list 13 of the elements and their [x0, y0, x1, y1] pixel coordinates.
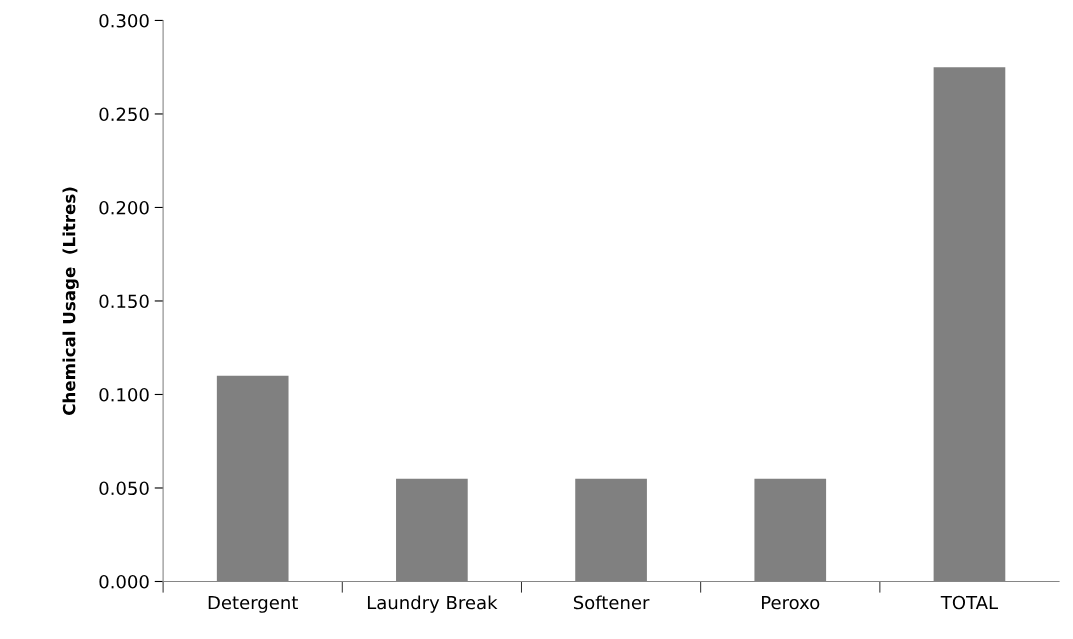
- x-tick-label: Softener: [573, 595, 650, 610]
- y-tick-label: 0.050: [99, 481, 149, 496]
- y-axis-title: Chemical Usage (Litres): [62, 187, 79, 415]
- y-tick-label: 0.000: [99, 574, 149, 589]
- x-tick-label: Detergent: [208, 595, 298, 613]
- y-tick-label: 0.150: [99, 294, 149, 309]
- y-tick-label: 0.250: [99, 107, 149, 122]
- y-tick-label: 0.300: [99, 13, 149, 28]
- x-tick-label: Laundry Break: [367, 595, 498, 613]
- x-tick-label: TOTAL: [940, 595, 998, 610]
- y-tick-label: 0.100: [99, 387, 149, 402]
- x-tick-label: Peroxo: [762, 595, 820, 610]
- y-tick-label: 0.200: [99, 200, 149, 215]
